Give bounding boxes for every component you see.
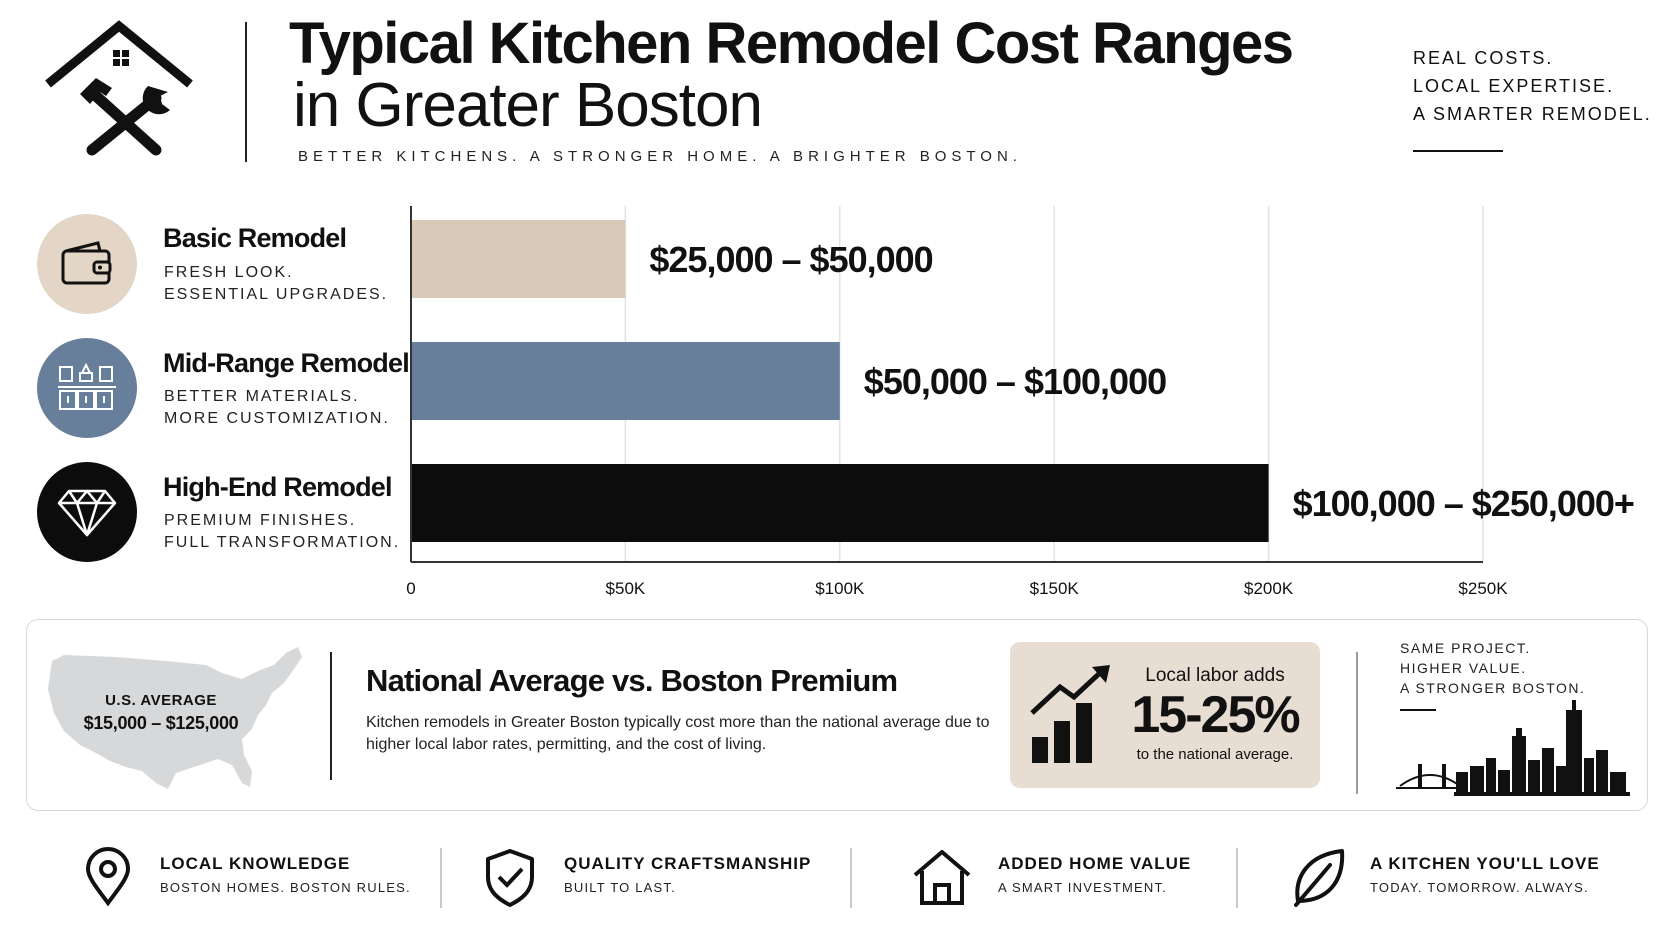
us-average-label: U.S. AVERAGE bbox=[105, 692, 217, 709]
national-comparison-panel bbox=[26, 619, 1648, 811]
category-name: High-End Remodel bbox=[163, 472, 393, 502]
x-tick-label: $150K bbox=[1030, 579, 1080, 598]
labor-premium-top: Local labor adds bbox=[1145, 665, 1285, 686]
cost-range-bar-chart: 0 $50K $100K $150K $200K $250K $25,000 – $50,0… bbox=[406, 206, 1635, 598]
feature-subtitle: TODAY. TOMORROW. ALWAYS. bbox=[1370, 880, 1589, 895]
feature-subtitle: BUILT TO LAST. bbox=[564, 880, 676, 895]
header-tagline: BETTER KITCHENS. A STRONGER HOME. A BRIG… bbox=[298, 148, 1022, 165]
category-name: Mid-Range Remodel bbox=[163, 348, 410, 378]
national-comparison-title: National Average vs. Boston Premium bbox=[366, 663, 898, 698]
category-desc-line: ESSENTIAL UPGRADES. bbox=[164, 286, 389, 303]
panel-divider bbox=[330, 652, 332, 780]
side-tagline-rule bbox=[1413, 150, 1503, 152]
feature-divider bbox=[440, 848, 442, 908]
basic-remodel-badge bbox=[37, 214, 137, 314]
feature-divider bbox=[1236, 848, 1238, 908]
labor-premium-bottom: to the national average. bbox=[1136, 746, 1294, 763]
labor-premium-percent: 15-25% bbox=[1131, 686, 1300, 744]
x-tick-label: 0 bbox=[406, 579, 415, 598]
side-tagline-line: LOCAL EXPERTISE. bbox=[1413, 76, 1615, 96]
category-desc-line: MORE CUSTOMIZATION. bbox=[164, 410, 390, 427]
feature-subtitle: A SMART INVESTMENT. bbox=[998, 880, 1167, 895]
page-title: Typical Kitchen Remodel Cost Ranges bbox=[289, 11, 1294, 76]
side-tagline: REAL COSTS. LOCAL EXPERTISE. A SMARTER R… bbox=[1413, 44, 1653, 128]
feature-divider bbox=[850, 848, 852, 908]
category-name: Basic Remodel bbox=[163, 223, 347, 253]
panel-divider bbox=[1356, 652, 1358, 794]
bar bbox=[412, 342, 840, 420]
leaf-icon bbox=[1294, 849, 1345, 907]
category-desc-line: BETTER MATERIALS. bbox=[164, 388, 360, 405]
boston-skyline-icon bbox=[1396, 700, 1630, 796]
bar-value-label: $50,000 – $100,000 bbox=[864, 361, 1166, 402]
category-desc: BETTER MATERIALS. MORE CUSTOMIZATION. bbox=[164, 386, 390, 430]
growth-chart-icon bbox=[1030, 665, 1110, 763]
same-project-line: A STRONGER BOSTON. bbox=[1400, 680, 1586, 696]
feature-subtitle: BOSTON HOMES. BOSTON RULES. bbox=[160, 880, 411, 895]
header-divider bbox=[245, 22, 247, 162]
bar-value-label: $100,000 – $250,000+ bbox=[1293, 483, 1634, 524]
side-tagline-line: REAL COSTS. bbox=[1413, 48, 1554, 68]
feature-title: QUALITY CRAFTSMANSHIP bbox=[564, 854, 812, 873]
bar-value-label: $25,000 – $50,000 bbox=[649, 239, 932, 280]
national-comparison-text: Kitchen remodels in Greater Boston typic… bbox=[366, 714, 990, 753]
x-tick-label: $50K bbox=[606, 579, 646, 598]
side-tagline-line: A SMARTER REMODEL. bbox=[1413, 104, 1652, 124]
diamond-icon bbox=[57, 489, 117, 537]
high-end-remodel-badge bbox=[37, 462, 137, 562]
feature-title: ADDED HOME VALUE bbox=[998, 854, 1192, 873]
bar bbox=[412, 464, 1269, 542]
mid-range-remodel-badge bbox=[37, 338, 137, 438]
bar bbox=[412, 220, 626, 298]
x-tick-label: $250K bbox=[1458, 579, 1508, 598]
same-project-line: HIGHER VALUE. bbox=[1400, 660, 1527, 676]
wallet-icon bbox=[61, 241, 112, 285]
category-desc-line: FRESH LOOK. bbox=[164, 264, 294, 281]
page-title-line2: in Greater Boston bbox=[293, 71, 763, 140]
category-desc-line: FULL TRANSFORMATION. bbox=[164, 534, 401, 551]
feature-title: LOCAL KNOWLEDGE bbox=[160, 854, 351, 873]
kitchen-icon bbox=[58, 363, 116, 410]
x-tick-label: $100K bbox=[815, 579, 865, 598]
same-project-tagline: SAME PROJECT. HIGHER VALUE. A STRONGER B… bbox=[1400, 638, 1585, 698]
house-icon bbox=[913, 850, 971, 905]
feature-title: A KITCHEN YOU'LL LOVE bbox=[1370, 854, 1600, 873]
same-project-rule bbox=[1400, 709, 1436, 711]
category-desc: FRESH LOOK. ESSENTIAL UPGRADES. bbox=[164, 262, 388, 306]
shield-check-icon bbox=[486, 849, 534, 907]
category-desc-line: PREMIUM FINISHES. bbox=[164, 512, 357, 529]
labor-premium-box bbox=[1010, 642, 1320, 788]
same-project-line: SAME PROJECT. bbox=[1400, 640, 1531, 656]
us-average-value: $15,000 – $125,000 bbox=[83, 713, 239, 733]
category-desc: PREMIUM FINISHES. FULL TRANSFORMATION. bbox=[164, 510, 400, 554]
house-tools-logo-icon bbox=[45, 20, 193, 156]
us-map-icon bbox=[48, 647, 302, 789]
map-pin-icon bbox=[85, 847, 131, 907]
x-tick-label: $200K bbox=[1244, 579, 1294, 598]
